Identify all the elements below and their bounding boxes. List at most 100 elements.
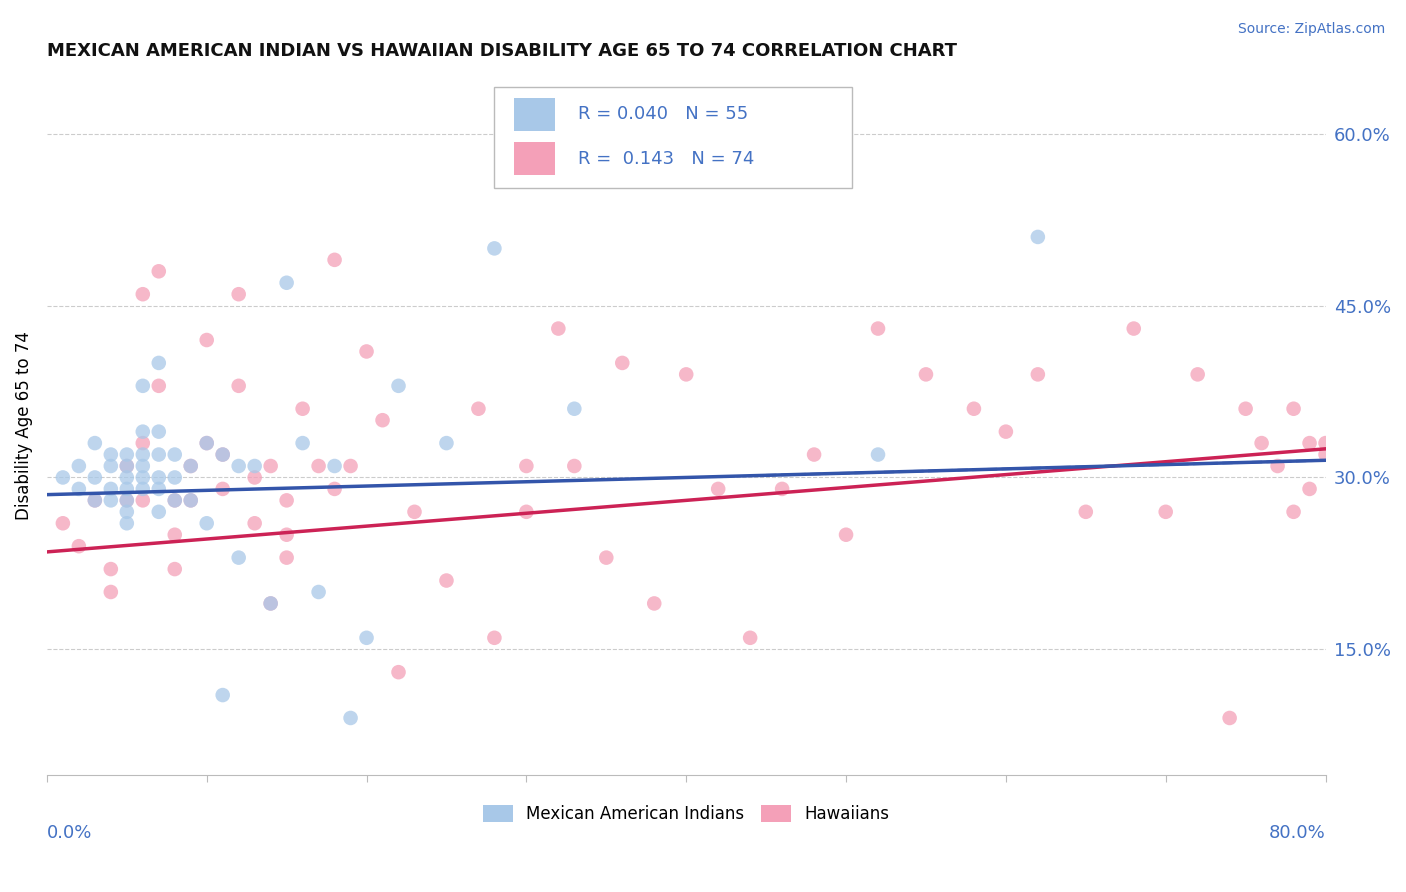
Point [1250, 436, 1272, 450]
Point [323, 252, 346, 267]
Point [228, 458, 250, 473]
Point [276, 493, 298, 508]
Point [115, 458, 138, 473]
Point [1122, 321, 1144, 335]
Point [115, 448, 138, 462]
FancyBboxPatch shape [513, 97, 554, 131]
Text: Source: ZipAtlas.com: Source: ZipAtlas.com [1237, 22, 1385, 37]
Point [308, 585, 330, 599]
Point [195, 436, 218, 450]
Point [132, 379, 155, 393]
Point [132, 425, 155, 439]
Point [228, 379, 250, 393]
Point [484, 241, 506, 255]
Point [1154, 505, 1177, 519]
Point [323, 482, 346, 496]
Point [387, 665, 409, 680]
Point [132, 436, 155, 450]
Point [195, 333, 218, 347]
Point [195, 516, 218, 531]
Point [228, 287, 250, 301]
Point [547, 321, 569, 335]
Point [612, 356, 634, 370]
Point [1074, 505, 1097, 519]
Point [148, 505, 170, 519]
Point [1298, 436, 1320, 450]
Text: 80.0%: 80.0% [1268, 824, 1326, 842]
Point [1267, 458, 1289, 473]
Point [83, 470, 105, 484]
Point [132, 448, 155, 462]
Point [835, 527, 858, 541]
Legend: Mexican American Indians, Hawaiians: Mexican American Indians, Hawaiians [477, 798, 896, 830]
Point [339, 458, 361, 473]
Point [276, 527, 298, 541]
Point [467, 401, 489, 416]
Point [100, 448, 122, 462]
Point [52, 516, 75, 531]
Point [1219, 711, 1241, 725]
Point [115, 470, 138, 484]
Point [67, 458, 90, 473]
FancyBboxPatch shape [495, 87, 852, 188]
Point [115, 493, 138, 508]
Point [163, 448, 186, 462]
Point [356, 631, 378, 645]
Point [643, 161, 665, 176]
Text: R =  0.143   N = 74: R = 0.143 N = 74 [578, 150, 754, 168]
Text: 0.0%: 0.0% [46, 824, 93, 842]
Point [770, 482, 793, 496]
Point [100, 482, 122, 496]
Point [100, 585, 122, 599]
Point [356, 344, 378, 359]
Point [52, 470, 75, 484]
Point [371, 413, 394, 427]
Point [83, 493, 105, 508]
Point [148, 379, 170, 393]
Point [132, 470, 155, 484]
Point [915, 368, 938, 382]
Point [163, 470, 186, 484]
Point [436, 574, 458, 588]
Point [115, 493, 138, 508]
Point [148, 425, 170, 439]
Point [866, 321, 889, 335]
Point [436, 436, 458, 450]
Point [180, 493, 202, 508]
Point [211, 448, 233, 462]
Point [115, 516, 138, 531]
Point [148, 470, 170, 484]
Point [115, 505, 138, 519]
Point [132, 493, 155, 508]
Point [484, 631, 506, 645]
Point [291, 436, 314, 450]
Point [1234, 401, 1257, 416]
Point [562, 401, 585, 416]
Point [339, 711, 361, 725]
Point [1298, 482, 1320, 496]
Point [259, 458, 281, 473]
Point [83, 493, 105, 508]
Point [707, 482, 730, 496]
Point [308, 458, 330, 473]
Point [291, 401, 314, 416]
Text: R = 0.040   N = 55: R = 0.040 N = 55 [578, 105, 748, 123]
Point [180, 458, 202, 473]
Point [100, 458, 122, 473]
Text: MEXICAN AMERICAN INDIAN VS HAWAIIAN DISABILITY AGE 65 TO 74 CORRELATION CHART: MEXICAN AMERICAN INDIAN VS HAWAIIAN DISA… [46, 42, 957, 60]
Point [115, 482, 138, 496]
Point [163, 493, 186, 508]
Point [595, 550, 617, 565]
Point [243, 516, 266, 531]
Point [562, 458, 585, 473]
Point [404, 505, 426, 519]
Point [1026, 368, 1049, 382]
Point [515, 458, 537, 473]
Point [740, 631, 762, 645]
Point [163, 562, 186, 576]
Point [1282, 401, 1305, 416]
Point [1315, 448, 1337, 462]
Point [387, 379, 409, 393]
Point [803, 448, 825, 462]
Point [228, 550, 250, 565]
